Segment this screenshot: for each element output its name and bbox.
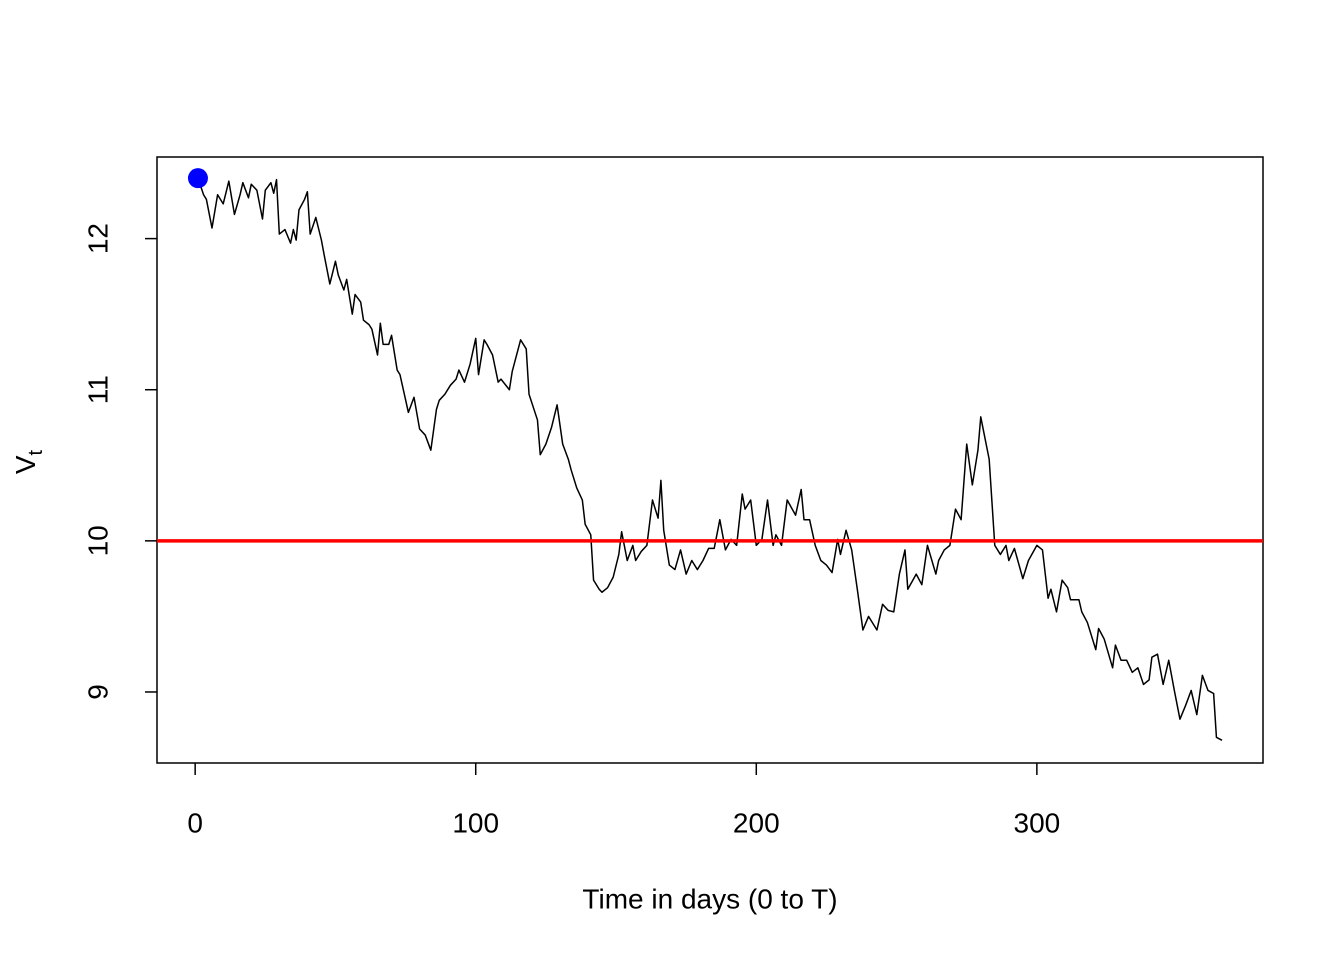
y-tick-label: 11	[82, 375, 113, 404]
y-tick-label: 9	[82, 684, 113, 700]
start-point	[187, 168, 208, 189]
plot-box	[156, 156, 1264, 764]
x-tick-label: 300	[1014, 807, 1061, 838]
x-tick-label: 0	[187, 807, 203, 838]
y-tick-label: 10	[82, 525, 113, 556]
x-axis-label: Time in days (0 to T)	[582, 883, 837, 914]
y-axis-label-sub: t	[25, 449, 47, 455]
line-series	[197, 177, 1223, 741]
x-tick-label: 100	[452, 807, 499, 838]
y-axis-label-main: V	[10, 455, 41, 474]
y-tick-label: 12	[82, 223, 113, 254]
x-tick-label: 200	[733, 807, 780, 838]
y-axis-label: Vt	[10, 449, 47, 474]
